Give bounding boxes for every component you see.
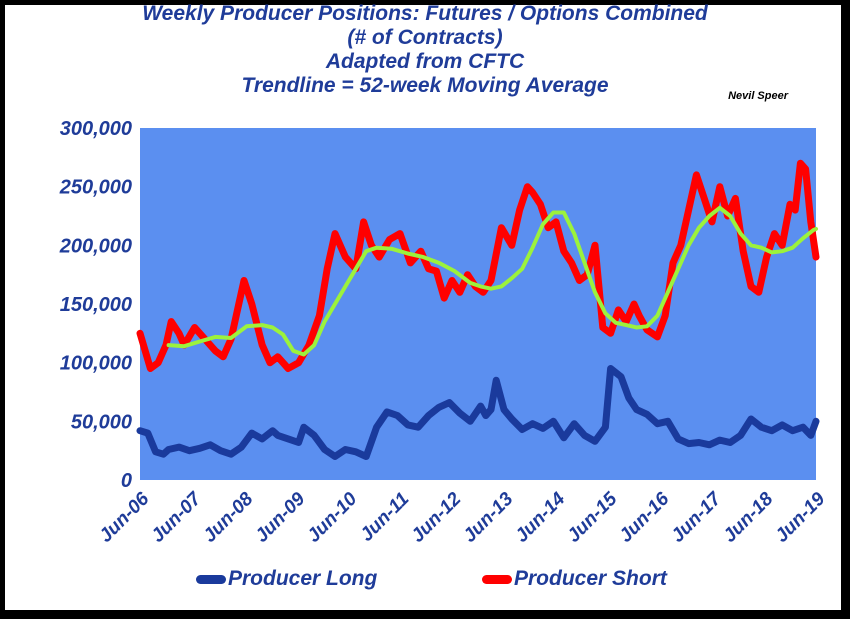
title-line-3: Adapted from CFTC — [325, 50, 525, 73]
x-tick-label: Jun-07 — [147, 488, 206, 547]
x-tick-label: Jun-19 — [771, 488, 829, 546]
legend-label-long: Producer Long — [228, 567, 378, 590]
x-tick-label: Jun-12 — [407, 488, 465, 546]
y-tick-label: 200,000 — [59, 235, 132, 257]
y-tick-label: 50,000 — [71, 411, 132, 433]
x-tick-label: Jun-09 — [251, 488, 309, 546]
y-tick-label: 250,000 — [59, 177, 132, 199]
legend-swatch-long — [196, 574, 226, 584]
x-tick-label: Jun-13 — [459, 488, 517, 546]
author-credit: Nevil Speer — [728, 90, 788, 102]
chart-title: Weekly Producer Positions: Futures / Opt… — [0, 2, 850, 98]
title-line-1: Weekly Producer Positions: Futures / Opt… — [142, 2, 708, 25]
x-tick-label: Jun-06 — [95, 488, 153, 546]
title-line-4: Trendline = 52-week Moving Average — [241, 74, 609, 97]
series-line-short — [136, 159, 820, 372]
series-line-trend — [166, 205, 818, 357]
y-tick-label: 100,000 — [60, 353, 132, 375]
x-tick-label: Jun-17 — [667, 488, 726, 547]
legend-label-short: Producer Short — [514, 567, 667, 590]
x-tick-label: Jun-18 — [719, 488, 777, 546]
series-line-long — [136, 365, 820, 460]
x-tick-label: Jun-14 — [511, 488, 569, 546]
legend-item-short: Producer Short — [482, 567, 667, 591]
y-tick-label: 150,000 — [60, 294, 132, 316]
y-tick-label: 0 — [121, 470, 132, 492]
x-tick-label: Jun-11 — [356, 489, 413, 546]
legend-item-long: Producer Long — [196, 567, 377, 591]
x-tick-label: Jun-16 — [615, 488, 673, 546]
x-tick-label: Jun-10 — [303, 488, 361, 546]
x-tick-label: Jun-15 — [563, 488, 621, 546]
legend: Producer Long Producer Short — [0, 567, 850, 597]
y-tick-label: 300,000 — [60, 118, 132, 140]
legend-swatch-short — [482, 574, 512, 584]
title-line-2: (# of Contracts) — [347, 26, 503, 49]
x-tick-label: Jun-08 — [199, 488, 257, 546]
